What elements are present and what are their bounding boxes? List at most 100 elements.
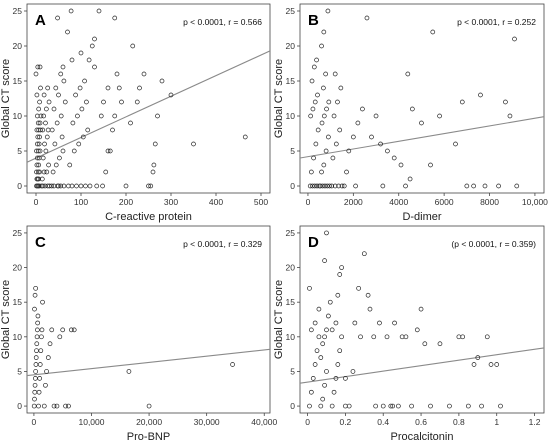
data-point [101,99,106,105]
data-point [355,120,361,126]
data-point [307,183,313,189]
data-point [321,113,327,119]
data-point [33,369,38,374]
data-point [484,334,490,340]
data-point [311,64,317,70]
data-point [398,162,404,168]
data-point [77,85,83,91]
data-point [37,376,43,381]
x-tick-label: 8000 [480,197,499,207]
data-point [38,113,44,119]
y-tick-label: 15 [286,76,296,86]
data-point [310,183,315,189]
data-point [42,141,47,147]
data-layer [27,285,270,409]
data-point [514,183,520,189]
data-point [326,99,332,105]
data-point [385,148,390,154]
data-point [56,92,61,98]
data-point [151,162,157,168]
x-axis-label: Procalcitonin [391,431,454,443]
data-point [313,141,319,147]
data-point [46,99,52,105]
data-point [46,162,51,168]
data-point [38,127,43,133]
data-point [367,306,373,312]
data-point [43,106,49,112]
panel-letter: D [308,234,319,251]
data-point [43,120,48,126]
data-point [63,403,68,409]
data-point [34,148,39,154]
data-point [312,362,318,367]
x-tick-label: 100 [74,197,88,207]
data-point [369,134,374,140]
data-point [69,57,75,63]
data-point [42,183,48,189]
data-point [51,403,57,409]
data-point [322,382,327,388]
data-point [371,334,377,340]
plot-frame [299,3,545,194]
data-point [319,43,324,49]
data-point [40,299,45,305]
data-point [52,141,58,147]
data-point [422,341,428,347]
data-point [322,334,327,340]
data-point [105,85,111,91]
data-point [41,169,47,175]
data-point [112,113,118,119]
data-point [496,183,501,189]
data-point [39,176,45,182]
data-point [58,113,64,119]
data-point [55,15,60,21]
data-point [327,183,332,189]
data-point [339,183,345,189]
data-point [308,327,314,333]
data-point [35,64,41,70]
data-point [361,251,367,257]
data-point [358,334,363,340]
data-point [373,403,379,409]
data-point [341,183,347,189]
data-point [32,306,37,312]
y-tick-label: 0 [290,401,295,411]
x-tick-label: 0 [32,417,37,427]
data-layer [27,8,270,189]
x-tick-label: 10,000 [78,417,104,427]
data-point [377,320,382,326]
data-point [320,341,326,347]
data-point [98,113,104,119]
data-point [130,43,136,49]
data-point [437,341,443,347]
data-point [410,106,415,112]
data-point [333,141,339,147]
data-point [310,376,316,381]
data-point [34,155,40,161]
data-point [494,362,500,367]
y-tick-label: 20 [286,41,296,51]
data-point [324,183,330,189]
data-point [324,369,329,374]
data-point [380,403,386,409]
data-point [314,57,319,63]
data-point [53,85,59,91]
data-point [57,334,63,340]
panel-letter: A [35,12,46,29]
data-point [34,92,40,98]
data-point [39,334,44,340]
data-point [83,183,88,189]
stat-annotation: p < 0.0001, r = 0.329 [183,239,262,249]
data-point [36,403,41,409]
x-tick-label: 300 [164,197,178,207]
data-point [35,327,40,333]
data-point [34,341,40,347]
data-point [353,183,358,189]
stat-annotation: p < 0.0001, r = 0.566 [183,17,262,27]
data-point [322,183,328,189]
y-tick-label: 5 [290,146,295,156]
regression-line [300,116,544,159]
data-point [390,403,396,409]
data-point [32,292,38,298]
